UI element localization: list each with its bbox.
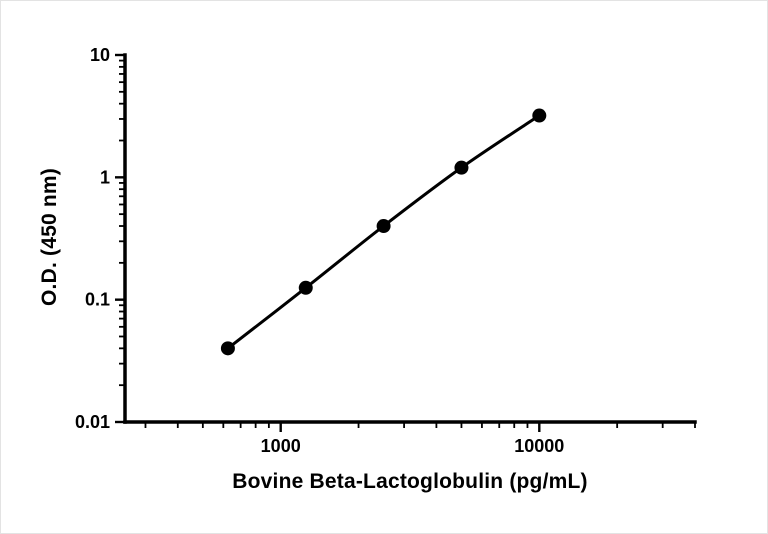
x-axis-title: Bovine Beta-Lactoglobulin (pg/mL) <box>232 470 588 493</box>
data-point <box>298 280 313 295</box>
y-tick-label: 10 <box>90 45 110 65</box>
data-point <box>532 108 547 123</box>
data-point <box>454 160 469 175</box>
y-tick-label: 1 <box>100 167 110 187</box>
data-point <box>376 219 391 234</box>
data-point <box>220 341 235 356</box>
y-tick-label: 0.1 <box>85 290 110 310</box>
y-tick-label: 0.01 <box>75 412 110 432</box>
x-tick-label: 1000 <box>261 436 301 456</box>
y-axis-title: O.D. (450 nm) <box>38 168 61 306</box>
x-tick-label: 10000 <box>514 436 564 456</box>
